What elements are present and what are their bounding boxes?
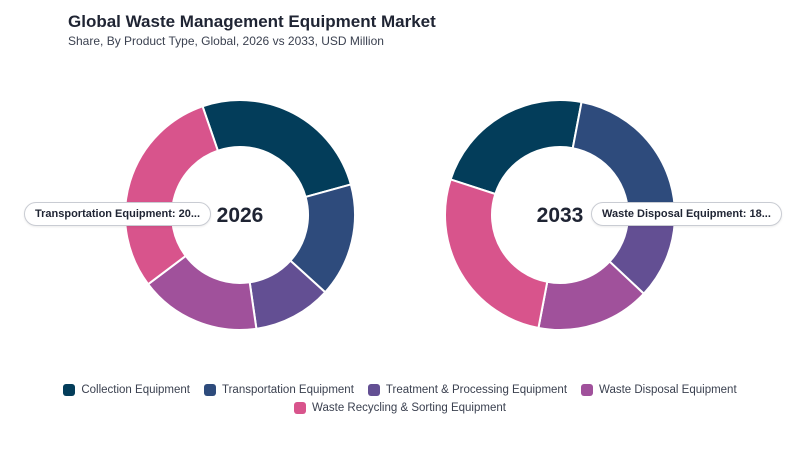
chart-subtitle: Share, By Product Type, Global, 2026 vs … (68, 34, 384, 48)
legend: Collection Equipment Transportation Equi… (0, 384, 800, 414)
slice-2026-collection-equipment[interactable] (201, 99, 353, 199)
legend-label: Treatment & Processing Equipment (385, 384, 568, 396)
slice-2033-collection-equipment[interactable] (449, 99, 583, 196)
tooltip-2026: Transportation Equipment: 20... (24, 202, 212, 226)
legend-label: Transportation Equipment (222, 384, 354, 396)
legend-item-collection[interactable]: Collection Equipment (63, 384, 190, 396)
legend-item-recycling[interactable]: Waste Recycling & Sorting Equipment (294, 402, 506, 414)
donut-2033: 2033 (444, 99, 676, 331)
slice-2026-waste-recycling-and-sorting-equipment[interactable] (124, 104, 220, 286)
donut-center-label: 2026 (217, 204, 264, 227)
slice-2033-waste-recycling-and-sorting-equipment[interactable] (444, 178, 549, 330)
legend-label: Waste Disposal Equipment (599, 384, 737, 396)
legend-swatch (204, 384, 216, 396)
legend-swatch (367, 384, 380, 396)
donut-charts: 2026 2033 (124, 99, 676, 331)
donut-2026: 2026 (124, 99, 356, 331)
chart-title: Global Waste Management Equipment Market (68, 12, 436, 31)
legend-swatch (63, 384, 76, 396)
legend-item-treatment[interactable]: Treatment & Processing Equipment (367, 384, 568, 396)
legend-label: Waste Recycling & Sorting Equipment (312, 402, 506, 414)
donut-center-label: 2033 (537, 204, 584, 227)
legend-item-disposal[interactable]: Waste Disposal Equipment (581, 384, 737, 396)
legend-item-transportation[interactable]: Transportation Equipment (204, 384, 354, 396)
legend-label: Collection Equipment (81, 384, 190, 396)
legend-swatch (581, 384, 594, 396)
tooltip-2033: Waste Disposal Equipment: 18... (591, 202, 782, 226)
legend-swatch (294, 402, 307, 414)
